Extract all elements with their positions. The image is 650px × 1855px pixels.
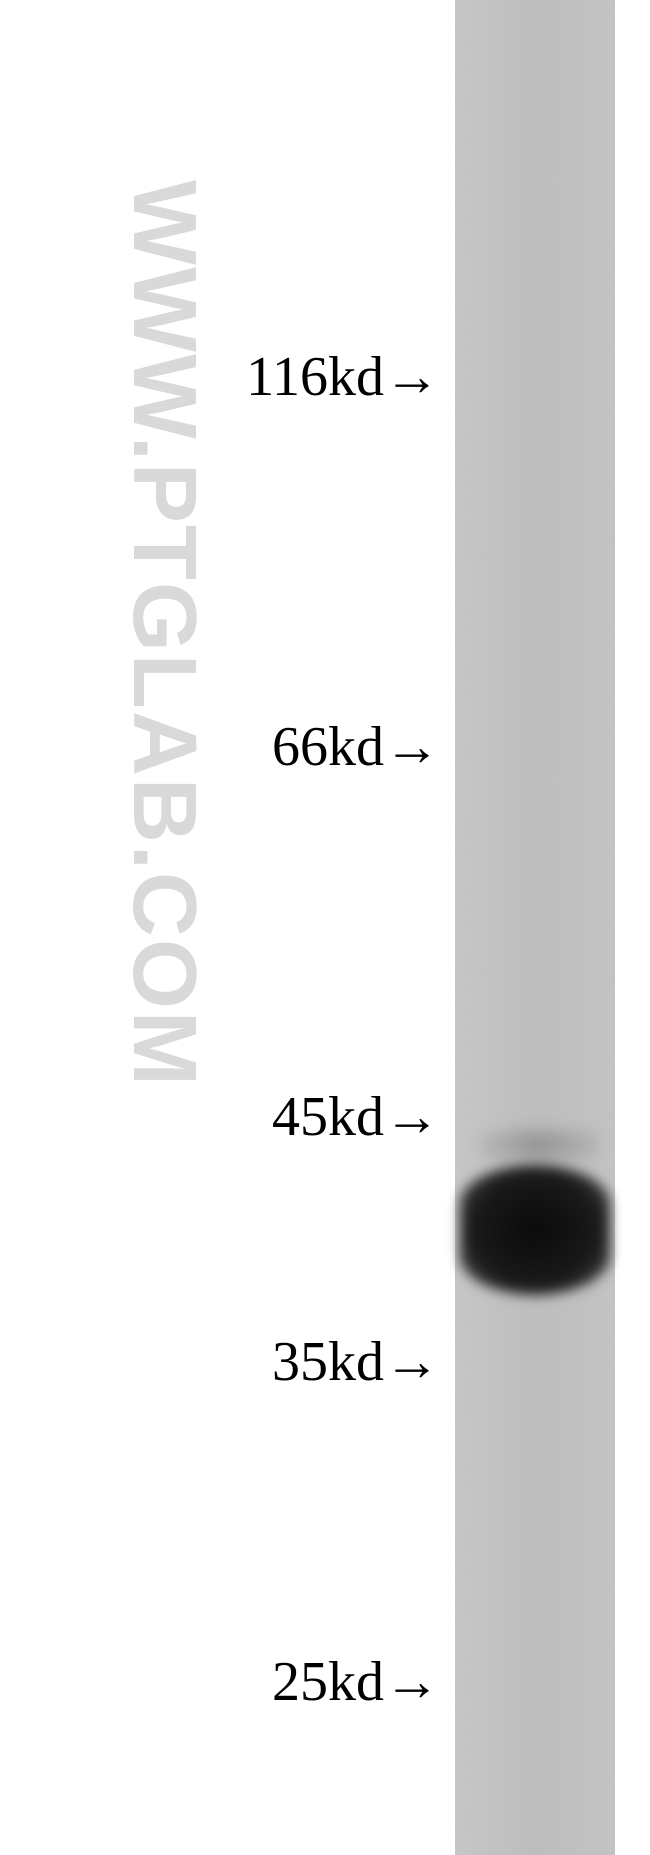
faint-band-upper xyxy=(480,1125,600,1165)
marker-35kd: 35kd→ xyxy=(272,1330,440,1394)
blot-lane xyxy=(455,0,615,1855)
lane-noise xyxy=(455,0,615,1855)
arrow-icon: → xyxy=(384,1650,440,1714)
marker-66kd-text: 66kd xyxy=(272,716,384,778)
marker-45kd: 45kd→ xyxy=(272,1085,440,1149)
arrow-icon: → xyxy=(384,1085,440,1149)
marker-25kd-text: 25kd xyxy=(272,1651,384,1713)
arrow-icon: → xyxy=(384,345,440,409)
arrow-icon: → xyxy=(384,715,440,779)
marker-45kd-text: 45kd xyxy=(272,1086,384,1148)
marker-66kd: 66kd→ xyxy=(272,715,440,779)
marker-116kd: 116kd→ xyxy=(246,345,440,409)
marker-25kd: 25kd→ xyxy=(272,1650,440,1714)
main-band xyxy=(460,1165,610,1295)
marker-116kd-text: 116kd xyxy=(246,346,384,408)
watermark-text: WWW.PTGLAB.COM xyxy=(112,180,215,1088)
marker-35kd-text: 35kd xyxy=(272,1331,384,1393)
arrow-icon: → xyxy=(384,1330,440,1394)
